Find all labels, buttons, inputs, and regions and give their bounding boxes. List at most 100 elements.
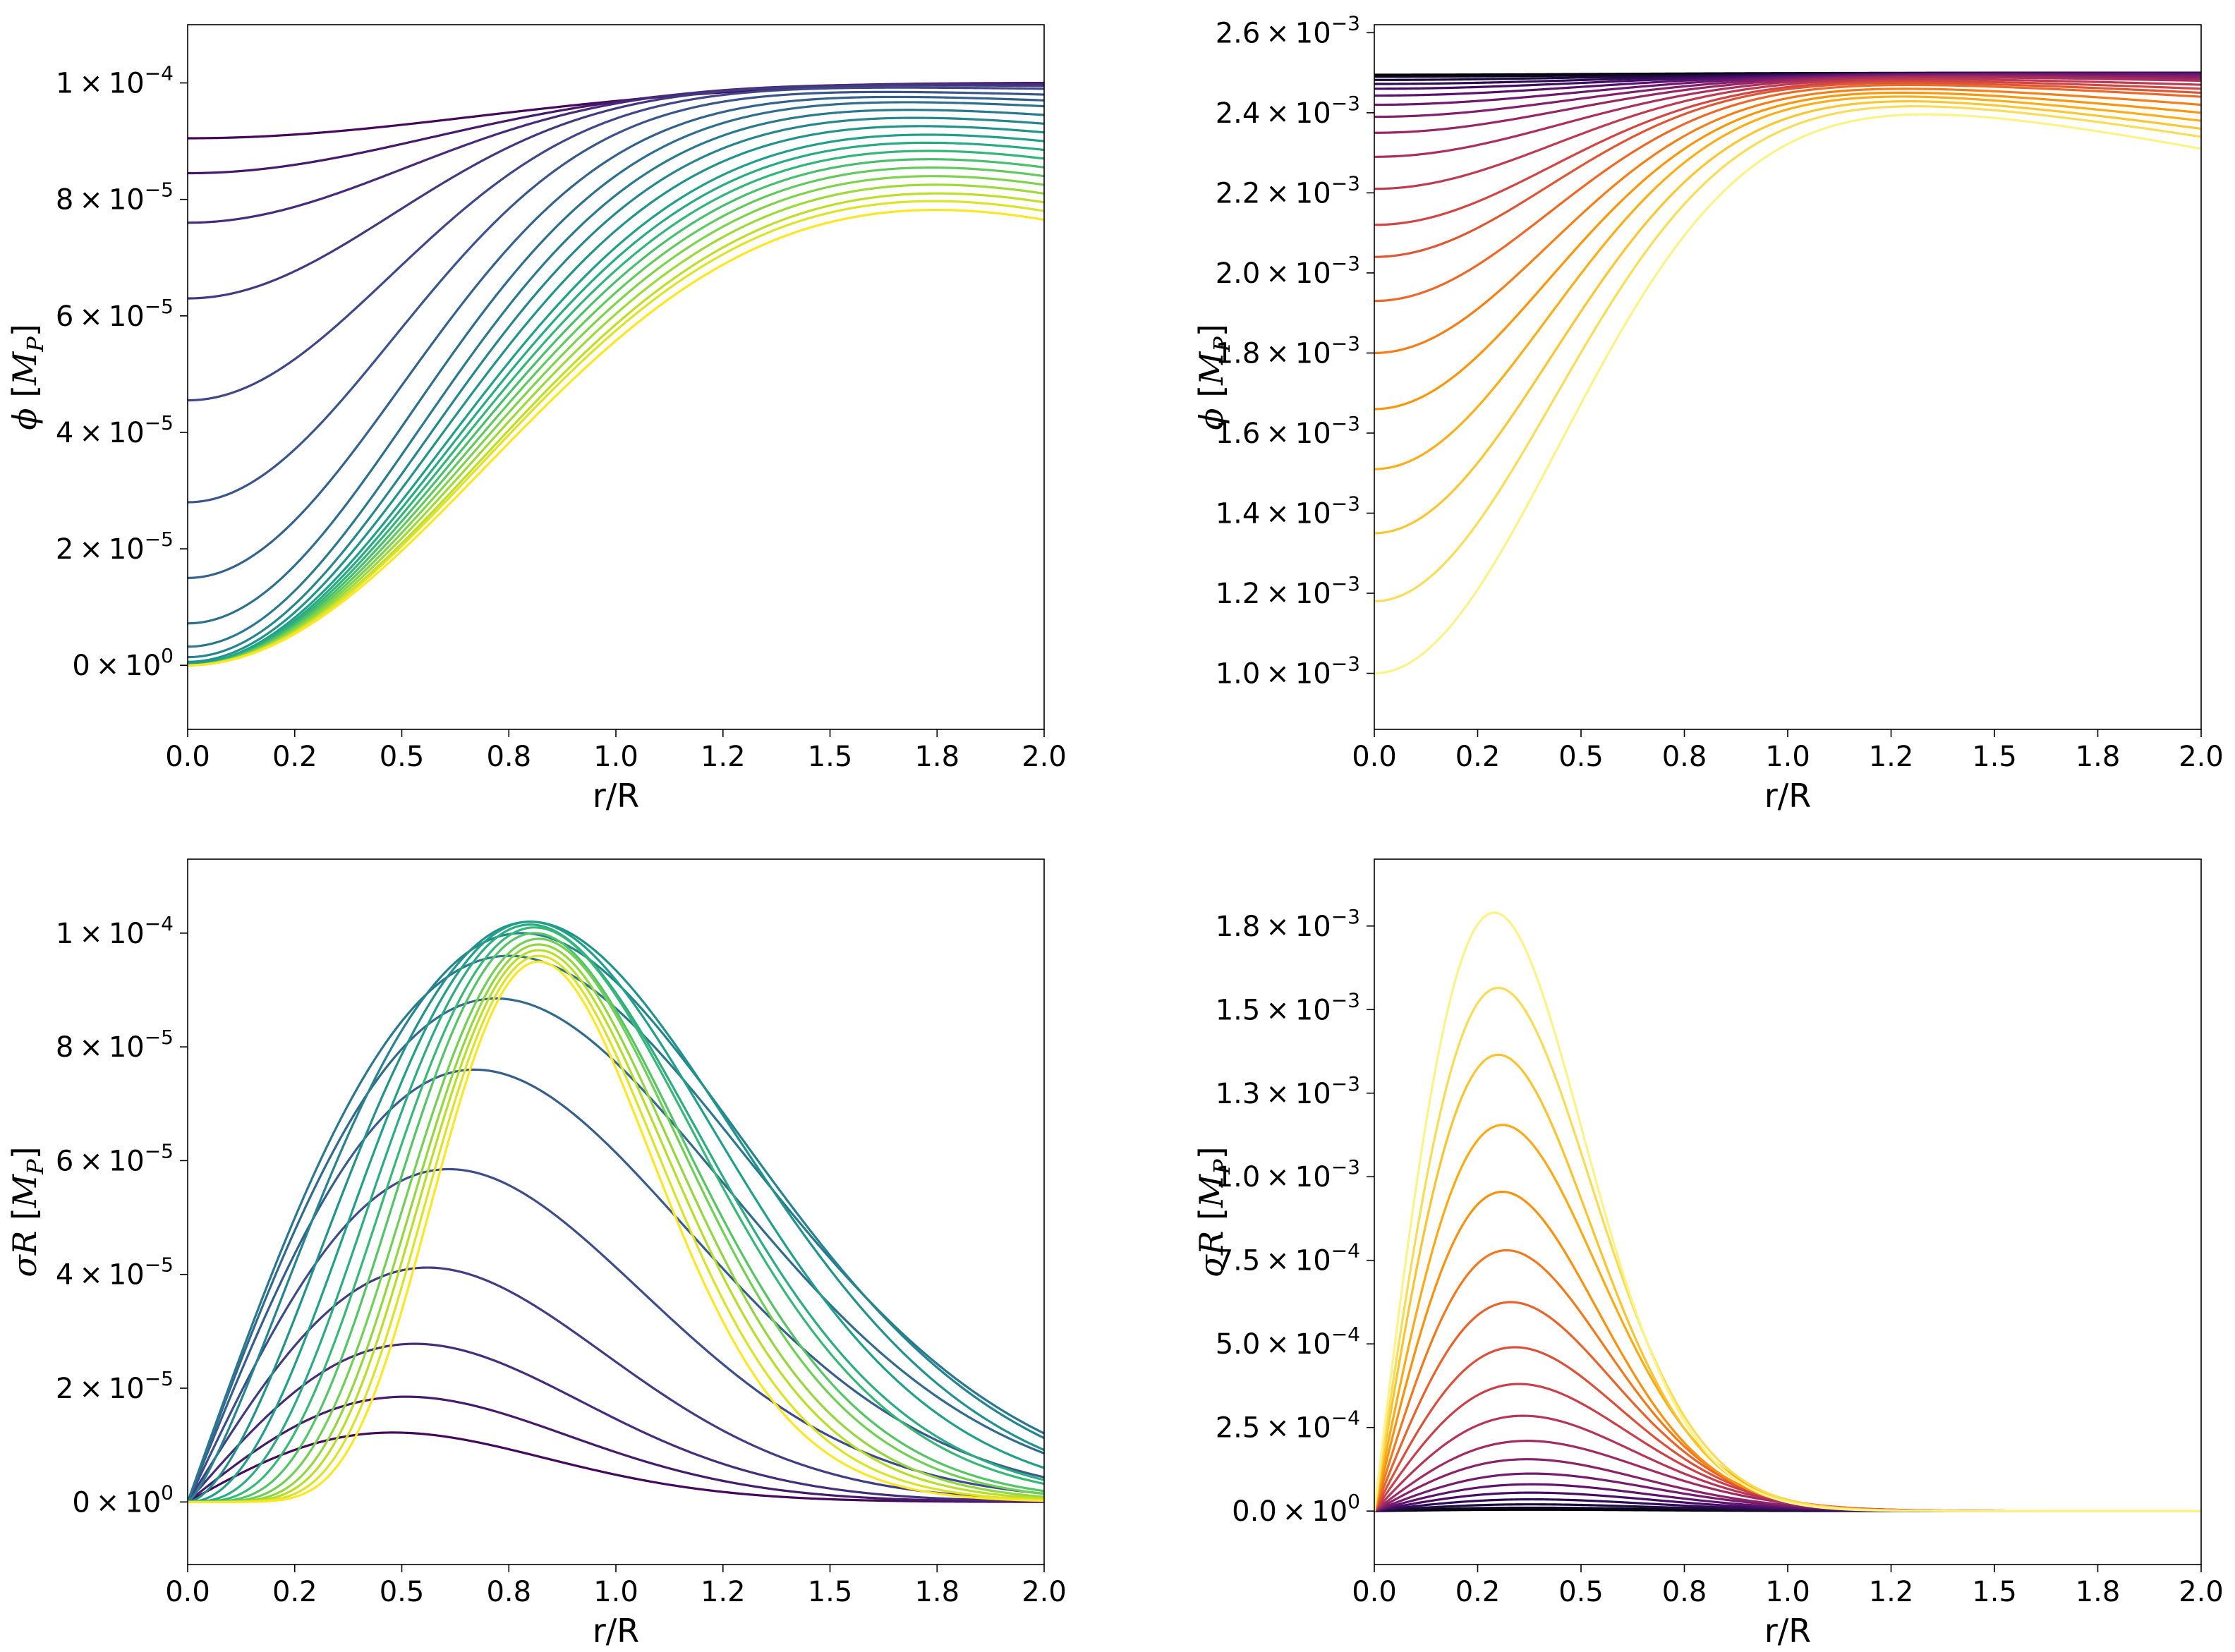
- x-tick-label: 0.0: [1352, 1576, 1397, 1608]
- series-line-18: [1374, 986, 2201, 1512]
- axes-frame: [187, 24, 1045, 730]
- series-line-8: [188, 101, 1044, 625]
- x-tick-label: 0.5: [1558, 1576, 1604, 1608]
- x-tick-label: 1.8: [914, 741, 959, 773]
- series-line-10: [188, 116, 1044, 659]
- y-axis-label: ϕ [MP]: [1192, 324, 1235, 430]
- x-tick-label: 1.2: [1869, 741, 1914, 773]
- series-line-17: [1374, 95, 2201, 470]
- series-line-11: [1374, 1383, 2201, 1512]
- axes-frame: [1374, 24, 2202, 730]
- x-tick-label: 0.0: [165, 1576, 210, 1608]
- x-tick-label: 1.0: [593, 741, 638, 773]
- x-tick-label: 0.8: [1662, 741, 1707, 773]
- y-tick-label: 5.0 × 10−4: [1216, 1323, 1360, 1361]
- x-tick-label: 1.5: [1972, 741, 2017, 773]
- x-axis-label: r/R: [1764, 1612, 1811, 1650]
- series-line-4: [188, 1266, 1044, 1503]
- series-line-14: [188, 932, 1044, 1503]
- panel-sigma-inferno: 0.0 0.2 0.5 0.8 1.0 1.2 1.5 1.8 2.0 0.0 × 100 2.5 …: [1192, 858, 2224, 1650]
- series-line-11: [188, 921, 1044, 1503]
- panel-phi-viridis: 0.0 0.2 0.5 0.8 1.0 1.2 1.5 1.8 2.0 0 × 100 2 × 10…: [6, 24, 1067, 815]
- x-tick-label: 1.0: [1765, 741, 1810, 773]
- x-tick-label: 0.0: [165, 741, 210, 773]
- series-group: [188, 81, 1044, 667]
- series-line-9: [1374, 75, 2201, 134]
- series-line-6: [188, 1068, 1044, 1502]
- x-tick-label: 1.8: [2076, 741, 2121, 773]
- x-tick-label: 0.5: [380, 741, 425, 773]
- y-tick-label: 1.2 × 10−3: [1216, 572, 1360, 610]
- series-line-10: [188, 921, 1044, 1503]
- series-line-15: [1374, 87, 2201, 355]
- series-line-7: [1374, 73, 2201, 107]
- series-line-9: [188, 932, 1044, 1503]
- x-tick-label: 1.5: [1972, 1576, 2017, 1608]
- x-tick-label: 2.0: [2179, 741, 2224, 773]
- series-line-15: [188, 158, 1044, 667]
- series-line-19: [188, 960, 1044, 1503]
- panel-phi-inferno: 0.0 0.2 0.5 0.8 1.0 1.2 1.5 1.8 2.0 1.0 × 10−3 1.2…: [1192, 11, 2224, 815]
- series-line-3: [188, 1342, 1044, 1503]
- x-tick-label: 1.8: [2076, 1576, 2121, 1608]
- y-tick-label: 2.5 × 10−4: [1216, 1407, 1360, 1445]
- y-tick-label: 0 × 100: [72, 644, 174, 682]
- x-axis-label: r/R: [593, 777, 639, 815]
- series-line-16: [1374, 91, 2201, 411]
- y-axis-label: ϕ [MP]: [6, 324, 49, 430]
- series-line-16: [1374, 1124, 2201, 1512]
- series-line-18: [1374, 100, 2201, 535]
- y-tick-label: 2.2 × 10−3: [1216, 171, 1360, 209]
- x-tick-label: 0.2: [1455, 1576, 1501, 1608]
- series-line-6: [188, 90, 1044, 504]
- y-tick-label: 1.0 × 10−3: [1216, 1155, 1360, 1194]
- y-tick-label: 6 × 10−5: [56, 295, 174, 333]
- y-tick-label: 4 × 10−5: [56, 1253, 174, 1292]
- y-tick-label: 8 × 10−5: [56, 1026, 174, 1064]
- x-tick-label: 0.8: [486, 741, 531, 773]
- series-line-19: [1374, 105, 2201, 602]
- series-line-1: [188, 1431, 1044, 1503]
- series-line-8: [1374, 74, 2201, 119]
- y-tick-label: 1.0 × 10−3: [1216, 652, 1360, 691]
- x-tick-label: 0.8: [486, 1576, 531, 1608]
- y-axis-label: σR [MP]: [6, 1146, 49, 1277]
- x-tick-label: 0.8: [1662, 1576, 1707, 1608]
- series-line-18: [188, 183, 1044, 667]
- series-line-11: [1374, 78, 2201, 190]
- y-tick-label: 2 × 10−5: [56, 1367, 174, 1405]
- x-tick-label: 1.5: [808, 741, 853, 773]
- y-tick-label: 6 × 10−5: [56, 1139, 174, 1177]
- x-tick-label: 1.0: [593, 1576, 638, 1608]
- series-line-20: [188, 200, 1044, 667]
- panel-sigma-viridis: 0.0 0.2 0.5 0.8 1.0 1.2 1.5 1.8 2.0 0 × 100 2 × 10…: [6, 858, 1067, 1650]
- series-line-15: [188, 937, 1044, 1503]
- series-line-13: [188, 926, 1044, 1503]
- x-tick-label: 0.2: [272, 741, 317, 773]
- series-line-11: [188, 125, 1044, 663]
- series-line-10: [1374, 76, 2201, 158]
- series-line-8: [188, 954, 1044, 1502]
- series-line-19: [1374, 911, 2201, 1512]
- series-line-15: [1374, 1190, 2201, 1512]
- y-tick-label: 0 × 100: [72, 1481, 174, 1519]
- series-line-17: [188, 175, 1044, 667]
- y-tick-label: 1.6 × 10−3: [1216, 412, 1360, 450]
- series-line-12: [1374, 80, 2201, 226]
- y-tick-label: 1 × 10−4: [56, 912, 174, 950]
- x-tick-label: 1.2: [1869, 1576, 1914, 1608]
- x-tick-label: 0.2: [1455, 741, 1501, 773]
- x-tick-label: 1.2: [701, 741, 746, 773]
- series-line-13: [1374, 1301, 2201, 1512]
- x-tick-label: 2.0: [2179, 1576, 2224, 1608]
- x-tick-label: 2.0: [1022, 1576, 1067, 1608]
- y-tick-label: 1.4 × 10−3: [1216, 492, 1360, 530]
- x-tick-label: 2.0: [1022, 741, 1067, 773]
- axes-frame: [1374, 858, 2202, 1565]
- y-tick-label: 8 × 10−5: [56, 178, 174, 217]
- series-line-2: [188, 1395, 1044, 1503]
- series-line-10: [1374, 1414, 2201, 1512]
- y-tick-label: 1.8 × 10−3: [1216, 332, 1360, 370]
- y-tick-label: 1.5 × 10−3: [1216, 988, 1360, 1026]
- y-tick-label: 2.0 × 10−3: [1216, 252, 1360, 290]
